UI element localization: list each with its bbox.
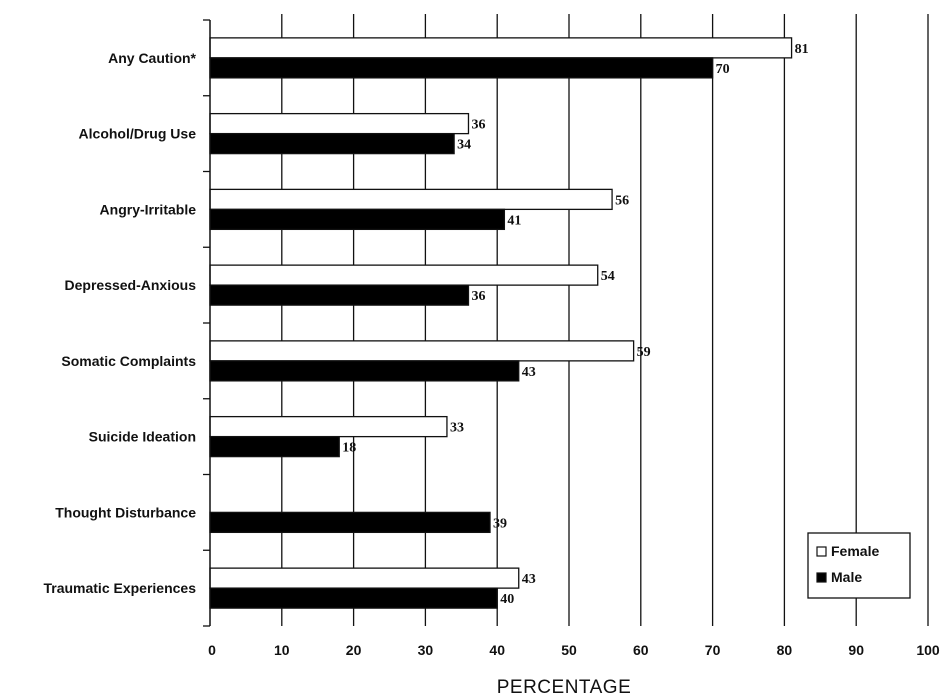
category-label: Any Caution* xyxy=(108,50,196,66)
female-bar xyxy=(209,112,470,135)
value-label: 34 xyxy=(457,138,471,153)
x-tick-label: 100 xyxy=(916,642,940,658)
x-tick-label: 60 xyxy=(633,642,649,658)
category-label: Depressed-Anxious xyxy=(65,277,197,293)
value-label: 56 xyxy=(615,193,629,208)
category-labels: Any Caution* Alcohol/Drug Use Angry-Irrita… xyxy=(43,50,196,596)
female-bar xyxy=(209,37,793,59)
legend-label: Male xyxy=(831,569,862,585)
category-label: Somatic Complaints xyxy=(61,353,196,369)
male-bar xyxy=(209,57,714,79)
male-bar xyxy=(209,360,520,382)
male-bar xyxy=(209,208,506,231)
category-label: Traumatic Experiences xyxy=(43,580,196,596)
female-bar xyxy=(209,188,613,211)
value-label: 33 xyxy=(450,421,464,436)
x-tick-label: 40 xyxy=(489,642,505,658)
value-label: 41 xyxy=(507,213,521,228)
x-tick-label: 30 xyxy=(418,642,434,658)
value-label: 18 xyxy=(342,441,356,456)
legend-box xyxy=(807,532,911,599)
value-label: 81 xyxy=(795,42,809,57)
axes xyxy=(203,19,211,627)
category-label: Alcohol/Drug Use xyxy=(79,126,197,142)
value-label: 39 xyxy=(493,516,507,531)
male-bar xyxy=(209,132,455,155)
x-tick-label: 90 xyxy=(848,642,864,658)
x-tick-label: 80 xyxy=(777,642,793,658)
x-axis-title: PERCENTAGE xyxy=(497,677,632,698)
category-label: Thought Disturbance xyxy=(55,504,196,520)
x-tick-label: 0 xyxy=(208,642,216,658)
value-label: 36 xyxy=(471,289,485,304)
category-label: Angry-Irritable xyxy=(100,201,197,217)
value-label: 59 xyxy=(637,345,651,360)
legend-label: Female xyxy=(831,543,879,559)
value-label: 70 xyxy=(716,62,730,77)
bars xyxy=(209,37,793,609)
x-tick-label: 50 xyxy=(561,642,577,658)
female-bar xyxy=(209,264,599,286)
male-bar xyxy=(209,511,491,534)
male-bar xyxy=(209,284,470,306)
tick-labels: 0 10 20 30 40 50 60 70 80 90 100 xyxy=(208,642,940,658)
value-label: 43 xyxy=(522,572,536,587)
value-label: 43 xyxy=(522,365,536,380)
value-label: 40 xyxy=(500,592,514,607)
value-label: 36 xyxy=(471,118,485,133)
female-bar xyxy=(209,415,448,438)
category-label: Suicide Ideation xyxy=(89,429,196,445)
value-label: 54 xyxy=(601,269,615,284)
male-bar xyxy=(209,435,340,458)
male-legend-swatch xyxy=(816,572,827,583)
x-tick-label: 20 xyxy=(346,642,362,658)
x-tick-label: 70 xyxy=(705,642,721,658)
female-bar xyxy=(209,567,520,589)
x-tick-label: 10 xyxy=(274,642,290,658)
male-bar xyxy=(209,587,498,609)
legend: Female Male xyxy=(807,532,911,599)
female-legend-swatch xyxy=(816,546,827,557)
female-bar xyxy=(209,340,635,362)
